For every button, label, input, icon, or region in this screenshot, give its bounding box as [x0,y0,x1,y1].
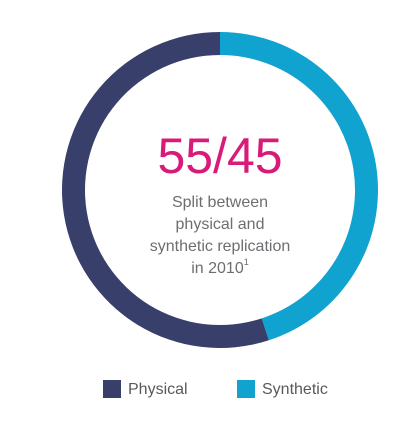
donut-segment [62,32,269,348]
donut-segment [220,32,378,341]
legend-label: Physical [128,381,188,398]
center-label: 55/45 [157,128,282,184]
legend-label: Synthetic [262,381,328,398]
footnote-marker: 1 [244,257,249,267]
legend-swatch [103,380,121,398]
legend-swatch [237,380,255,398]
subtitle-line: physical and [176,216,265,233]
subtitle-line: in 20101 [191,257,249,277]
subtitle-line: Split between [172,194,268,211]
subtitle-line: synthetic replication [150,238,291,255]
